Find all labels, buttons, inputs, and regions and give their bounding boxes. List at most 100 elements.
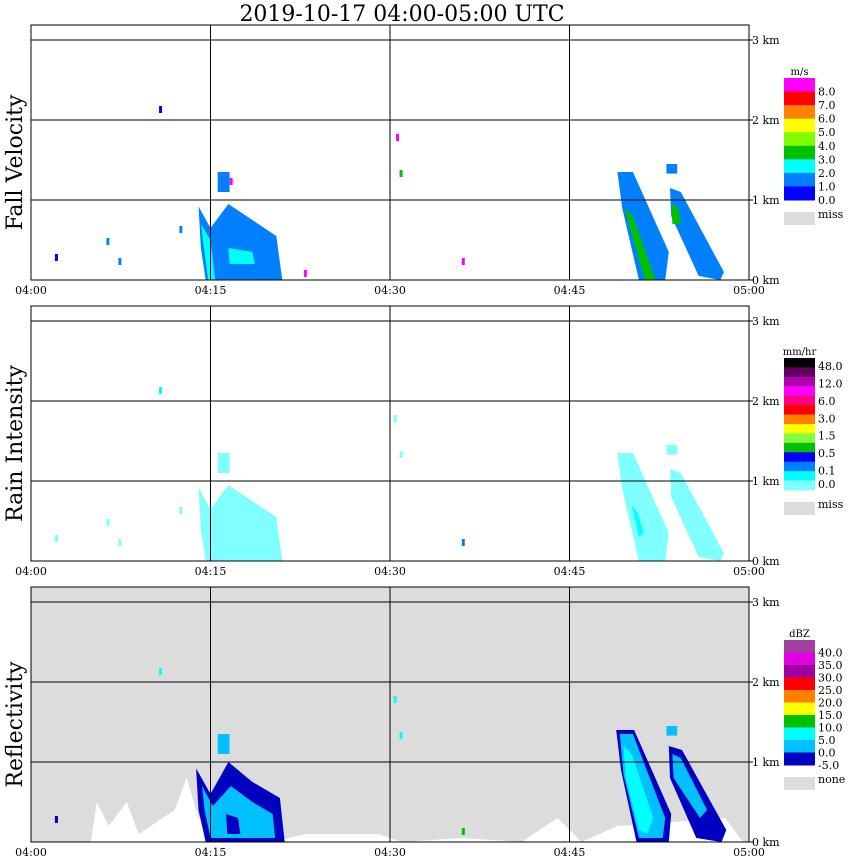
y-tick-label: 2 km: [752, 114, 780, 127]
colorbar-swatch: [784, 414, 815, 425]
echo-region: [217, 734, 230, 754]
echo-region: [670, 188, 724, 280]
echo-region: [666, 164, 678, 174]
colorbar-label: 0.0: [818, 747, 836, 760]
colorbar-missing-label: none: [818, 773, 845, 786]
x-tick-label: 04:45: [554, 284, 586, 297]
colorbar-swatch: [784, 118, 815, 133]
y-tick-label: 1 km: [752, 756, 780, 769]
echo-speckle: [229, 178, 233, 185]
plot-frame: [30, 305, 750, 562]
x-tick-label: 04:00: [15, 565, 47, 578]
colorbar-swatch: [784, 752, 815, 766]
colorbar-swatch: [784, 677, 815, 691]
figure-title: 2019-10-17 04:00-05:00 UTC: [239, 2, 564, 27]
echo-speckle: [461, 828, 465, 835]
colorbar-missing-label: miss: [818, 498, 844, 511]
y-tick-label: 3 km: [752, 34, 780, 47]
panel-ylabel: Fall Velocity: [3, 94, 28, 230]
colorbar-missing-swatch: [784, 212, 815, 225]
echo-speckle: [54, 535, 58, 542]
panel-rain-intensity: 0 km 1 km 2 km 3 km 04:00 04:15 04:30 04:45 05:0…: [3, 305, 844, 578]
colorbar-swatch: [784, 172, 815, 187]
colorbar-label: 5.0: [818, 734, 836, 747]
colorbar-label: 2.0: [818, 167, 836, 180]
colorbar-missing-swatch: [784, 777, 815, 790]
echo-region: [217, 172, 230, 192]
colorbar-label: 1.0: [818, 180, 836, 193]
echo-region: [670, 469, 724, 561]
echo-region: [666, 445, 678, 455]
colorbar-swatch: [784, 78, 815, 93]
y-tick-label: 3 km: [752, 315, 780, 328]
echo-speckle: [399, 451, 403, 458]
colorbar-label: 0.1: [818, 465, 836, 478]
echo-region: [200, 224, 216, 280]
x-tick-label: 04:15: [195, 846, 227, 859]
x-tick-label: 04:30: [374, 565, 406, 578]
panel-fall-velocity: 0 km 1 km 2 km 3 km 04:00 04:15 04:30 04:45 05:0…: [3, 24, 844, 297]
echo-region: [672, 754, 708, 818]
colorbar-unit: m/s: [791, 67, 809, 78]
plot-frame: [30, 24, 750, 281]
colorbar-swatch: [784, 665, 815, 678]
colorbar-label: 1.5: [818, 430, 836, 443]
colorbar-swatch: [784, 405, 815, 416]
echo-speckle: [461, 258, 465, 265]
y-tick-label: 2 km: [752, 395, 780, 408]
colorbar-label: 30.0: [818, 672, 843, 685]
colorbar-swatch: [784, 395, 815, 406]
y-tick-label: 1 km: [752, 194, 780, 207]
colorbar-swatch: [784, 386, 815, 397]
echo-region: [217, 453, 230, 473]
colorbar-swatch: [784, 442, 815, 453]
colorbar-swatch: [784, 376, 815, 387]
colorbar-unit: mm/hr: [783, 347, 817, 358]
colorbar-swatch: [784, 652, 815, 666]
x-tick-label: 04:30: [374, 284, 406, 297]
colorbar-label: 48.0: [818, 360, 843, 373]
colorbar-label: 3.0: [818, 412, 836, 425]
x-tick-label: 04:00: [15, 846, 47, 859]
echo-region: [617, 172, 669, 280]
echo-speckle: [106, 238, 110, 245]
colorbar-swatch: [784, 640, 815, 653]
echo-speckle: [461, 539, 465, 546]
echo-speckle: [159, 668, 163, 675]
colorbar-label: 8.0: [818, 86, 836, 99]
colorbar-label: 6.0: [818, 113, 836, 126]
x-tick-label: 05:00: [733, 284, 765, 297]
x-tick-label: 05:00: [733, 846, 765, 859]
colorbar-label: 4.0: [818, 140, 836, 153]
colorbar-label: 20.0: [818, 697, 843, 710]
colorbar-swatch: [784, 702, 815, 716]
colorbar-swatch: [784, 433, 815, 444]
colorbar-swatch: [784, 145, 815, 160]
colorbar-swatch: [784, 424, 815, 434]
echo-speckle: [303, 270, 307, 277]
echo-speckle: [106, 519, 110, 526]
echo-speckle: [399, 170, 403, 177]
echo-region: [198, 204, 283, 280]
colorbar-missing-swatch: [784, 502, 815, 515]
echo-speckle: [399, 732, 403, 739]
echo-region: [623, 746, 654, 834]
colorbar-label: 3.0: [818, 153, 836, 166]
colorbar-label: 15.0: [818, 709, 843, 722]
colorbar-swatch: [784, 132, 815, 147]
echo-speckle: [54, 254, 58, 261]
echo-speckle: [54, 816, 58, 823]
colorbar-label: 0.0: [818, 478, 836, 491]
x-tick-label: 04:15: [195, 284, 227, 297]
echo-region: [226, 814, 241, 834]
colorbar-swatch: [784, 480, 815, 491]
colorbar-label: 40.0: [818, 647, 843, 660]
colorbar-label: 12.0: [818, 377, 843, 390]
echo-speckle: [395, 134, 399, 141]
colorbar-swatch: [784, 690, 815, 703]
y-tick-label: 2 km: [752, 676, 780, 689]
x-tick-label: 04:00: [15, 284, 47, 297]
echo-region: [228, 248, 255, 264]
plot-frame: [30, 586, 750, 843]
